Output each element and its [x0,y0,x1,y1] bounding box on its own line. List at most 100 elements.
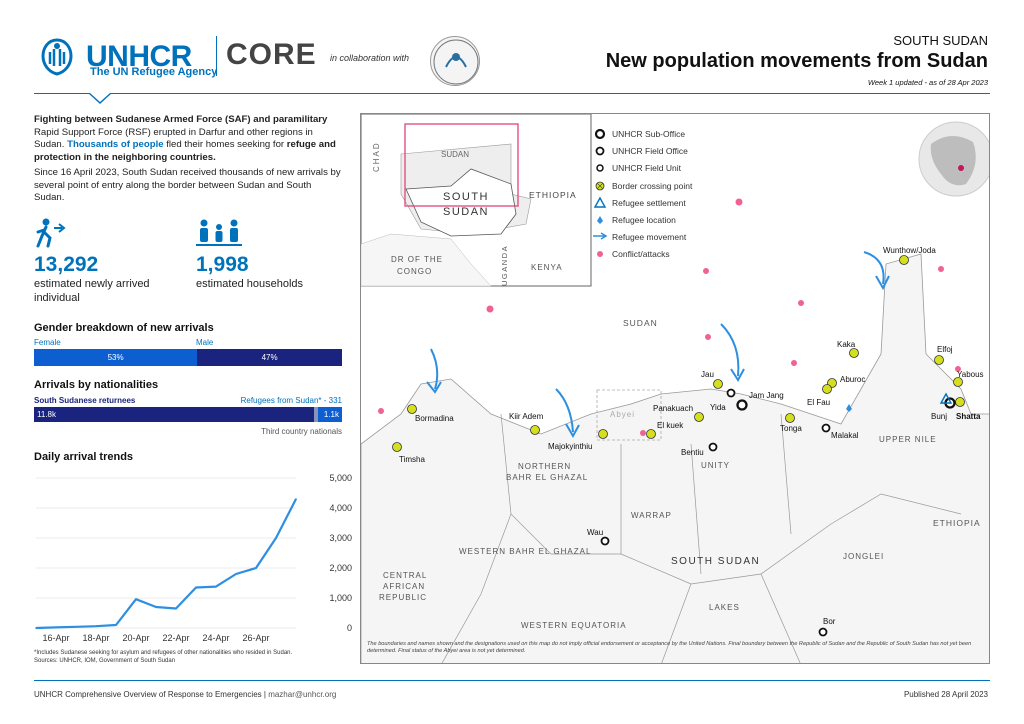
third-country-label: Third country nationals [261,427,342,436]
region-sudan: SUDAN [623,318,658,328]
legend-sub-office: UNHCR Sub-Office [612,129,685,139]
region-western-bahr: WESTERN BAHR EL GHAZAL [459,547,591,556]
place-kiir-adem: Kiir Adem [509,412,544,421]
movement-arrows [426,251,890,439]
gender-title: Gender breakdown of new arrivals [34,322,214,334]
legend-border-crossing: Border crossing point [612,181,693,191]
person-moving-icon [36,218,66,248]
place-shatta: Shatta [956,412,981,421]
place-timsha: Timsha [399,455,425,464]
refugee-location-marker [846,404,852,412]
region-warrap: WARRAP [631,511,672,520]
intro-text: Fighting between Sudanese Armed Force (S… [34,114,342,208]
refugees-value: 1.1k [323,410,339,419]
place-majokyinthiu: Majokyinthiu [548,442,592,451]
data-point [75,626,77,628]
legend-refugee-location: Refugee location [612,215,676,225]
header-rule [34,93,990,94]
returnees-value: 11.8k [37,410,56,419]
place-wunthow: Wunthow/Joda [883,246,936,255]
nationality-bar: 11.8k 1.1k [34,407,342,422]
individuals-label: estimated newly arrived individual [34,278,150,304]
data-point [115,624,117,626]
update-note: Week 1 updated - as of 28 Apr 2023 [867,78,988,87]
data-point [135,598,137,600]
region-car-2: AFRICAN [383,582,425,591]
region-lakes: LAKES [709,603,740,612]
data-point [255,567,257,569]
legend-refugee-movement: Refugee movement [612,232,687,242]
region-unity: UNITY [701,461,730,470]
partner-emblem-icon [433,39,479,85]
settlement-marker [939,392,953,404]
footer-title: UNHCR Comprehensive Overview of Response… [34,690,262,699]
refugees-bar: 1.1k [318,407,342,422]
y-tick-label: 2,000 [329,563,352,573]
x-tick-label: 26-Apr [242,633,269,643]
family-icon [196,219,242,246]
region-western-equatoria: WESTERN EQUATORIA [521,621,627,630]
place-elfoj: Elfoj [937,345,953,354]
core-logo: CORE [226,38,317,71]
returnees-bar: 11.8k [34,407,315,422]
chart-source: Sources: UNHCR, IOM, Government of South… [34,658,176,664]
inset-uganda-label: UGANDA [500,245,509,286]
male-label: Male [196,338,214,347]
y-tick-label: 4,000 [329,503,352,513]
collab-text: in collaboration with [330,53,410,63]
chart-title: Daily arrival trends [34,451,134,463]
place-yabous: Yabous [957,370,984,379]
place-bentiu: Bentiu [681,448,704,457]
map-svg: CHAD SUDAN SOUTH SUDAN ETHIOPIA DR OF TH… [361,114,989,663]
inset-chad-label: CHAD [372,141,381,172]
place-yida: Yida [710,403,726,412]
region-jonglei: JONGLEI [843,552,884,561]
footer-published: Published 28 April 2023 [903,690,988,699]
place-bormadina: Bormadina [415,414,454,423]
region-bahr-el-ghazal: BAHR EL GHAZAL [506,473,588,482]
region-car-3: REPUBLIC [379,593,427,602]
legend-field-unit: UNHCR Field Unit [612,163,682,173]
intro-paragraph-2: Since 16 April 2023, South Sudan receive… [34,167,341,203]
data-point [275,537,277,539]
data-point [235,573,237,575]
intro-body: Rapid Support Force (RSF) erupted in Dar… [34,126,313,151]
map-panel[interactable]: CHAD SUDAN SOUTH SUDAN ETHIOPIA DR OF TH… [360,113,990,664]
globe-icon [918,121,989,197]
legend-field-office: UNHCR Field Office [612,146,688,156]
data-point [195,586,197,589]
x-tick-label: 22-Apr [162,633,189,643]
legend-refugee-settlement: Refugee settlement [612,198,686,208]
map-disclaimer: The boundaries and names shown and the d… [367,641,972,654]
footer-left: UNHCR Comprehensive Overview of Response… [34,690,337,699]
crossing-points [392,255,965,452]
inset-congo-label: CONGO [397,267,432,276]
place-wau: Wau [587,528,603,537]
female-bar: 53% [34,349,198,366]
region-abyei: Abyei [610,410,635,419]
kpi-households: 1,998 estimated households [196,218,303,291]
y-tick-label: 1,000 [329,593,352,603]
kpi-individuals: 13,292 estimated newly arrived individua… [34,218,174,305]
intro-lead: Fighting between Sudanese Armed Force (S… [34,114,328,125]
legend-conflict: Conflict/attacks [612,249,670,259]
x-tick-label: 16-Apr [42,633,69,643]
header-country: SOUTH SUDAN [893,33,988,48]
female-pct: 53% [107,353,124,362]
org-subtitle: The UN Refugee Agency [90,66,218,78]
data-point [215,585,217,588]
x-tick-label: 18-Apr [82,633,109,643]
data-point [35,627,37,629]
office-points [600,388,956,637]
data-point [175,607,177,610]
households-count: 1,998 [196,253,249,276]
x-tick-label: 20-Apr [122,633,149,643]
place-malakal: Malakal [831,431,859,440]
inset-kenya-label: KENYA [531,263,563,272]
data-point [295,498,297,500]
footer-email[interactable]: mazhar@unhcr.org [268,690,337,699]
intro-link[interactable]: Thousands of people [67,139,164,150]
inset-south-label: SOUTH [443,191,489,203]
x-tick-label: 24-Apr [202,633,229,643]
third-country-bar [314,407,319,422]
